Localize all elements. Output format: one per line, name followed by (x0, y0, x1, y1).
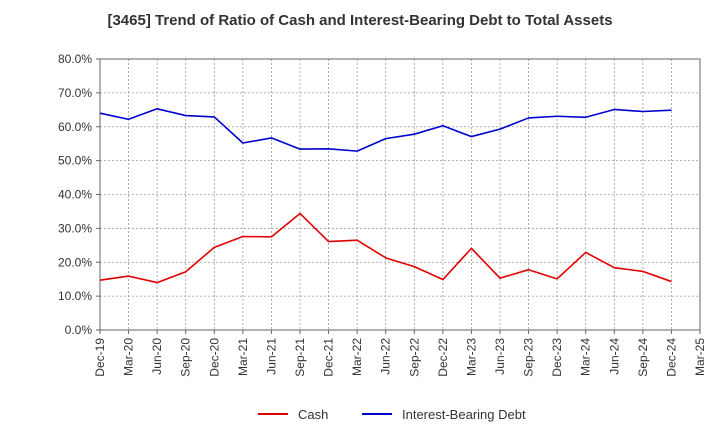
x-tick-label: Dec-19 (93, 338, 107, 377)
y-tick-label: 60.0% (58, 120, 92, 134)
y-tick-label: 80.0% (58, 52, 92, 66)
x-tick-label: Jun-24 (607, 338, 621, 375)
chart-title: [3465] Trend of Ratio of Cash and Intere… (107, 12, 613, 29)
x-tick-label: Mar-20 (122, 338, 136, 376)
y-tick-label: 30.0% (58, 221, 92, 235)
x-tick-label: Sep-23 (522, 338, 536, 377)
legend-label-interest-bearing-debt: Interest-Bearing Debt (402, 407, 526, 422)
x-tick-label: Dec-23 (550, 338, 564, 377)
x-tick-label: Mar-23 (464, 338, 478, 376)
x-tick-label: Dec-22 (436, 338, 450, 377)
x-tick-label: Mar-22 (350, 338, 364, 376)
x-tick-label: Jun-20 (150, 338, 164, 375)
x-tick-label: Sep-24 (636, 338, 650, 377)
legend-label-cash: Cash (298, 407, 328, 422)
plot-border (99, 58, 701, 331)
y-tick-label: 0.0% (65, 323, 93, 337)
x-tick-label: Dec-20 (207, 338, 221, 377)
series-line-cash (99, 212, 672, 284)
y-tick-label: 40.0% (58, 188, 92, 202)
y-tick-label: 20.0% (58, 255, 92, 269)
x-tick-label: Sep-20 (179, 338, 193, 377)
y-tick-label: 70.0% (58, 86, 92, 100)
y-tick-label: 10.0% (58, 289, 92, 303)
x-tick-label: Mar-24 (579, 338, 593, 376)
x-tick-label: Jun-22 (379, 338, 393, 375)
x-tick-label: Jun-21 (264, 338, 278, 375)
x-tick-label: Dec-21 (322, 338, 336, 377)
x-tick-label: Dec-24 (664, 338, 678, 377)
x-tick-label: Sep-21 (293, 338, 307, 377)
y-tick-label: 50.0% (58, 154, 92, 168)
series-line-interest-bearing-debt (99, 108, 672, 152)
x-tick-label: Mar-21 (236, 338, 250, 376)
x-tick-label: Mar-25 (693, 338, 707, 376)
x-tick-label: Sep-22 (407, 338, 421, 377)
x-tick-label: Jun-23 (493, 338, 507, 375)
